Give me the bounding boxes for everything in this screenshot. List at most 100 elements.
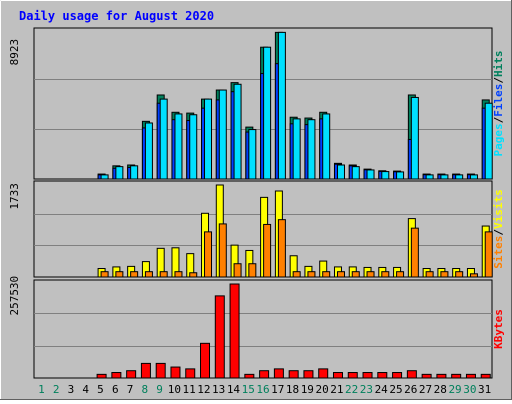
bar-sites-day-22 xyxy=(351,271,360,278)
bar-pages-day-22 xyxy=(351,166,360,180)
x-tick-label-21: 21 xyxy=(330,383,343,396)
panel-visits-sites: 1733 Sites/Visits xyxy=(8,180,505,278)
x-tick-label-30: 30 xyxy=(463,383,476,396)
legend-entry: / xyxy=(492,229,505,236)
x-tick-label-26: 26 xyxy=(404,383,417,396)
x-tick-label-18: 18 xyxy=(286,383,299,396)
x-tick-label-25: 25 xyxy=(389,383,402,396)
bar-kbytes-day-22 xyxy=(347,372,358,379)
bar-pages-day-18 xyxy=(292,118,301,180)
chart-title: Daily usage for August 2020 xyxy=(19,9,214,23)
x-tick-label-8: 8 xyxy=(141,383,148,396)
bar-kbytes-day-25 xyxy=(392,372,403,379)
panel-kbytes: 257530 KBytes xyxy=(8,276,505,379)
x-tick-label-9: 9 xyxy=(156,383,163,396)
bar-kbytes-day-9 xyxy=(155,362,166,379)
bar-sites-day-28 xyxy=(440,271,449,278)
bar-kbytes-day-18 xyxy=(288,370,299,379)
y-max-label: 1733 xyxy=(8,183,21,210)
x-tick-label-29: 29 xyxy=(448,383,461,396)
bar-sites-day-26 xyxy=(410,227,419,278)
bar-kbytes-day-13 xyxy=(214,295,225,379)
legend-entry: Pages xyxy=(492,123,505,156)
bar-kbytes-day-29 xyxy=(451,373,462,379)
bar-kbytes-day-10 xyxy=(170,366,181,379)
x-tick-label-1: 1 xyxy=(38,383,45,396)
x-tick-label-10: 10 xyxy=(168,383,181,396)
x-tick-label-11: 11 xyxy=(183,383,196,396)
bar-kbytes-day-6 xyxy=(111,372,122,379)
bar-sites-day-7 xyxy=(130,271,139,278)
bar-kbytes-day-27 xyxy=(421,373,432,379)
bar-kbytes-day-5 xyxy=(96,373,107,379)
x-tick-label-16: 16 xyxy=(256,383,269,396)
bar-pages-day-14 xyxy=(233,83,242,180)
x-tick-label-22: 22 xyxy=(345,383,358,396)
bar-sites-day-12 xyxy=(204,231,213,278)
y-max-label: 257530 xyxy=(8,276,21,316)
bar-sites-day-20 xyxy=(322,271,331,278)
y-max-label: 8923 xyxy=(8,39,21,66)
bar-sites-day-15 xyxy=(248,263,257,278)
legend-entry: / xyxy=(492,77,505,84)
x-tick-label-4: 4 xyxy=(82,383,89,396)
bar-kbytes-day-28 xyxy=(436,373,447,379)
bar-sites-day-18 xyxy=(292,271,301,278)
bar-sites-day-14 xyxy=(233,263,242,278)
bar-kbytes-day-21 xyxy=(332,372,343,379)
x-tick-label-6: 6 xyxy=(112,383,119,396)
panel-legend: Sites/Visits xyxy=(492,189,505,269)
bar-sites-day-6 xyxy=(115,271,124,278)
x-tick-label-2: 2 xyxy=(53,383,60,396)
bar-pages-day-19 xyxy=(307,119,316,180)
bar-sites-day-8 xyxy=(144,271,153,278)
x-tick-label-13: 13 xyxy=(212,383,225,396)
bar-pages-day-29 xyxy=(455,174,464,180)
bar-sites-day-24 xyxy=(381,271,390,278)
x-tick-label-27: 27 xyxy=(419,383,432,396)
bar-pages-day-8 xyxy=(144,122,153,180)
x-tick-label-24: 24 xyxy=(375,383,389,396)
bar-kbytes-day-26 xyxy=(406,370,417,379)
bar-pages-day-9 xyxy=(159,98,168,180)
legend-entry: Hits xyxy=(492,51,505,78)
bar-pages-day-30 xyxy=(469,174,478,180)
bar-kbytes-day-14 xyxy=(229,283,240,379)
bar-pages-day-16 xyxy=(263,46,272,180)
bar-pages-day-23 xyxy=(366,169,375,180)
bar-sites-day-27 xyxy=(425,271,434,278)
bar-pages-day-7 xyxy=(130,165,139,180)
bar-sites-day-5 xyxy=(100,271,109,278)
legend-entry: / xyxy=(492,116,505,123)
x-tick-label-20: 20 xyxy=(315,383,328,396)
bar-kbytes-day-12 xyxy=(200,342,211,379)
bar-pages-day-24 xyxy=(381,171,390,180)
bar-pages-day-20 xyxy=(322,113,331,180)
legend-entry: Sites xyxy=(492,236,505,269)
panel-hits-files-pages: 8923 Pages/Files/Hits xyxy=(8,27,505,180)
bar-kbytes-day-17 xyxy=(273,368,284,379)
bar-pages-day-11 xyxy=(189,114,198,180)
bar-kbytes-day-19 xyxy=(303,370,314,379)
bar-sites-day-9 xyxy=(159,271,168,278)
x-axis-labels: 1 2 3 4 5 6 7 8 9 10 11 12 13 14 15 16 17 18 19 20 21 22 23 24 2… xyxy=(38,383,491,396)
x-tick-label-31: 31 xyxy=(478,383,491,396)
bar-sites-day-30 xyxy=(469,273,478,278)
x-tick-label-3: 3 xyxy=(68,383,75,396)
bar-pages-day-12 xyxy=(204,98,213,180)
bar-sites-day-10 xyxy=(174,271,183,278)
panel-legend: Pages/Files/Hits xyxy=(492,51,505,157)
bar-kbytes-day-15 xyxy=(244,373,255,379)
bar-sites-day-11 xyxy=(189,272,198,278)
bar-sites-day-23 xyxy=(366,271,375,278)
bar-pages-day-6 xyxy=(115,166,124,180)
bar-pages-day-28 xyxy=(440,174,449,180)
legend-entry: KBytes xyxy=(492,309,505,349)
plot-panels: 8923 Pages/Files/Hits 1733 Sites/Visits 2575… xyxy=(8,27,505,379)
bar-kbytes-day-31 xyxy=(480,373,491,379)
bar-kbytes-day-7 xyxy=(126,370,137,379)
bar-kbytes-day-24 xyxy=(377,372,388,379)
bar-kbytes-day-8 xyxy=(140,362,151,379)
